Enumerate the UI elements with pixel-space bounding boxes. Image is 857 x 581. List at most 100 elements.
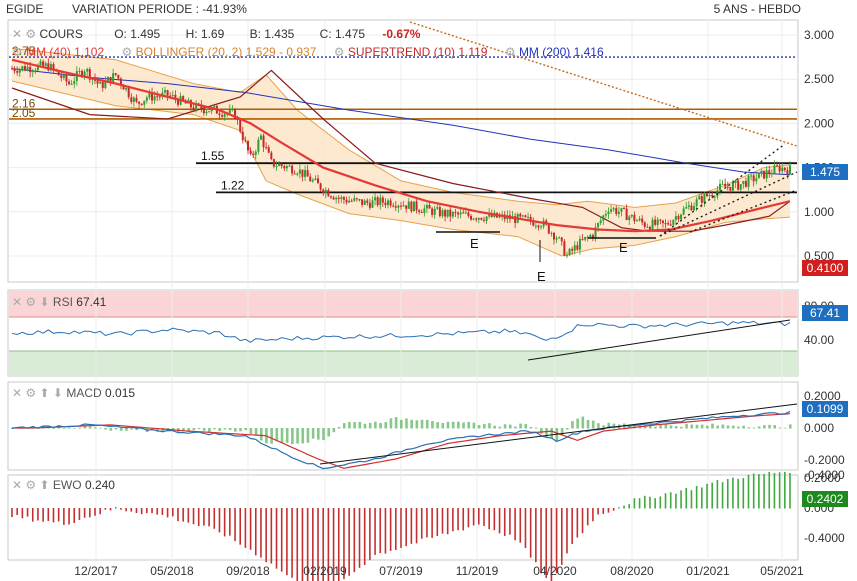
candle-body — [438, 207, 441, 217]
ewo-bar — [229, 508, 231, 536]
ewo-bar — [560, 508, 563, 565]
ewo-bar — [426, 508, 428, 538]
ewo-gear-icon[interactable]: ⚙ — [25, 478, 37, 492]
candle-body — [394, 206, 397, 208]
macd-hist-bar — [534, 427, 538, 429]
gear-icon[interactable]: ⚙ — [25, 27, 37, 41]
candle-body — [765, 170, 768, 179]
rsi-gear-icon[interactable]: ⚙ — [25, 295, 37, 309]
candle-body — [584, 236, 587, 240]
candle-body — [257, 139, 260, 152]
ewo-bar — [151, 508, 153, 514]
candle-body — [412, 201, 415, 212]
ewo-up-arrow-icon[interactable]: ⬆ — [39, 478, 50, 492]
candle-body — [656, 219, 659, 225]
candle-body — [31, 71, 34, 73]
candle-body — [721, 183, 724, 185]
candle-body — [228, 109, 231, 113]
mm40-line — [11, 58, 791, 233]
candle-body — [309, 176, 312, 182]
candle-body — [280, 163, 283, 167]
bollinger-gear-icon[interactable]: ⚙ — [121, 45, 133, 59]
candle-body — [576, 245, 579, 250]
y-tick-label: 0.2000 — [804, 471, 841, 485]
candle-body — [646, 226, 649, 228]
ewo-bar — [343, 508, 345, 580]
ewo-bar — [218, 508, 221, 533]
ewo-bar — [555, 508, 558, 574]
ewo-bar — [747, 474, 750, 509]
ewo-bar — [680, 490, 682, 509]
overlay-row: ⚙ MM (40) 1.102 ⚙ BOLLINGER (20, 2) 1.52… — [12, 45, 604, 59]
rsi-overbought-zone — [9, 291, 797, 317]
macd-hist-bar — [291, 428, 294, 445]
ewo-bar — [146, 508, 148, 514]
ewo-close-icon[interactable]: ✕ — [12, 478, 23, 492]
ewo-bar — [597, 508, 599, 515]
high-value: H: 1.69 — [185, 27, 225, 41]
rsi-name: RSI — [52, 295, 73, 309]
candle-body — [18, 68, 21, 73]
candle-body — [459, 212, 462, 215]
candle-body — [202, 109, 205, 114]
candle-body — [182, 96, 185, 101]
ewo-bar — [737, 478, 739, 509]
low-price-badge: 0.4100 — [802, 260, 848, 276]
supertrend-gear-icon[interactable]: ⚙ — [333, 45, 345, 59]
candle-body — [415, 201, 418, 211]
supertrend-label: SUPERTREND (10) — [347, 45, 455, 59]
candle-body — [760, 170, 763, 173]
macd-gear-icon[interactable]: ⚙ — [25, 386, 37, 400]
ewo-bar — [254, 508, 257, 556]
macd-hist-bar — [654, 426, 657, 429]
candle-body — [49, 64, 52, 71]
ewo-bar — [89, 508, 91, 518]
macd-hist-bar — [690, 424, 694, 429]
ewo-bar — [384, 508, 387, 554]
rsi-close-icon[interactable]: ✕ — [12, 295, 23, 309]
rsi-down-arrow-icon[interactable]: ⬇ — [39, 295, 50, 309]
ewo-bar — [618, 507, 620, 509]
candle-body — [635, 220, 638, 222]
ewo-bar — [690, 490, 693, 509]
macd-hist-bar — [773, 425, 777, 429]
ewo-bar — [581, 508, 584, 534]
candle-body — [117, 74, 120, 79]
ewo-bar — [405, 508, 407, 547]
macd-up-arrow-icon[interactable]: ⬆ — [39, 386, 50, 400]
macd-hist-bar — [446, 421, 450, 429]
macd-hist-bar — [239, 428, 242, 432]
ewo-bar — [550, 508, 553, 581]
macd-hist-bar — [586, 419, 590, 429]
mm200-gear-icon[interactable]: ⚙ — [504, 45, 516, 59]
candle-body — [428, 204, 431, 209]
candle-body — [615, 208, 618, 214]
ewo-bar — [306, 508, 309, 581]
macd-down-arrow-icon[interactable]: ⬇ — [52, 386, 63, 400]
candle-body — [563, 241, 566, 256]
ewo-bar — [31, 508, 34, 522]
macd-hist-bar — [685, 424, 688, 429]
macd-hist-bar — [353, 422, 356, 429]
candle-body — [682, 208, 685, 215]
candle-body — [329, 196, 332, 198]
candle-body — [667, 223, 670, 225]
candle-body — [498, 215, 501, 218]
candle-body — [384, 202, 387, 206]
ewo-bar — [291, 508, 293, 578]
y-tick-label: 2.500 — [804, 72, 834, 86]
ewo-bar — [135, 508, 138, 514]
candle-body — [521, 215, 524, 217]
candle-body — [462, 212, 465, 214]
mm40-gear-icon[interactable]: ⚙ — [12, 45, 23, 59]
close-icon[interactable]: ✕ — [12, 27, 23, 41]
ewo-bar — [57, 508, 60, 522]
ewo-bar — [664, 493, 667, 509]
macd-close-icon[interactable]: ✕ — [12, 386, 23, 400]
rsi-header: ✕ ⚙ ⬇ RSI 67.41 — [12, 295, 106, 309]
ewo-bar — [270, 508, 273, 564]
candle-body — [703, 193, 706, 203]
x-tick-label: 11/2019 — [456, 564, 499, 578]
candle-body — [355, 198, 358, 200]
ewo-bar — [203, 508, 205, 526]
